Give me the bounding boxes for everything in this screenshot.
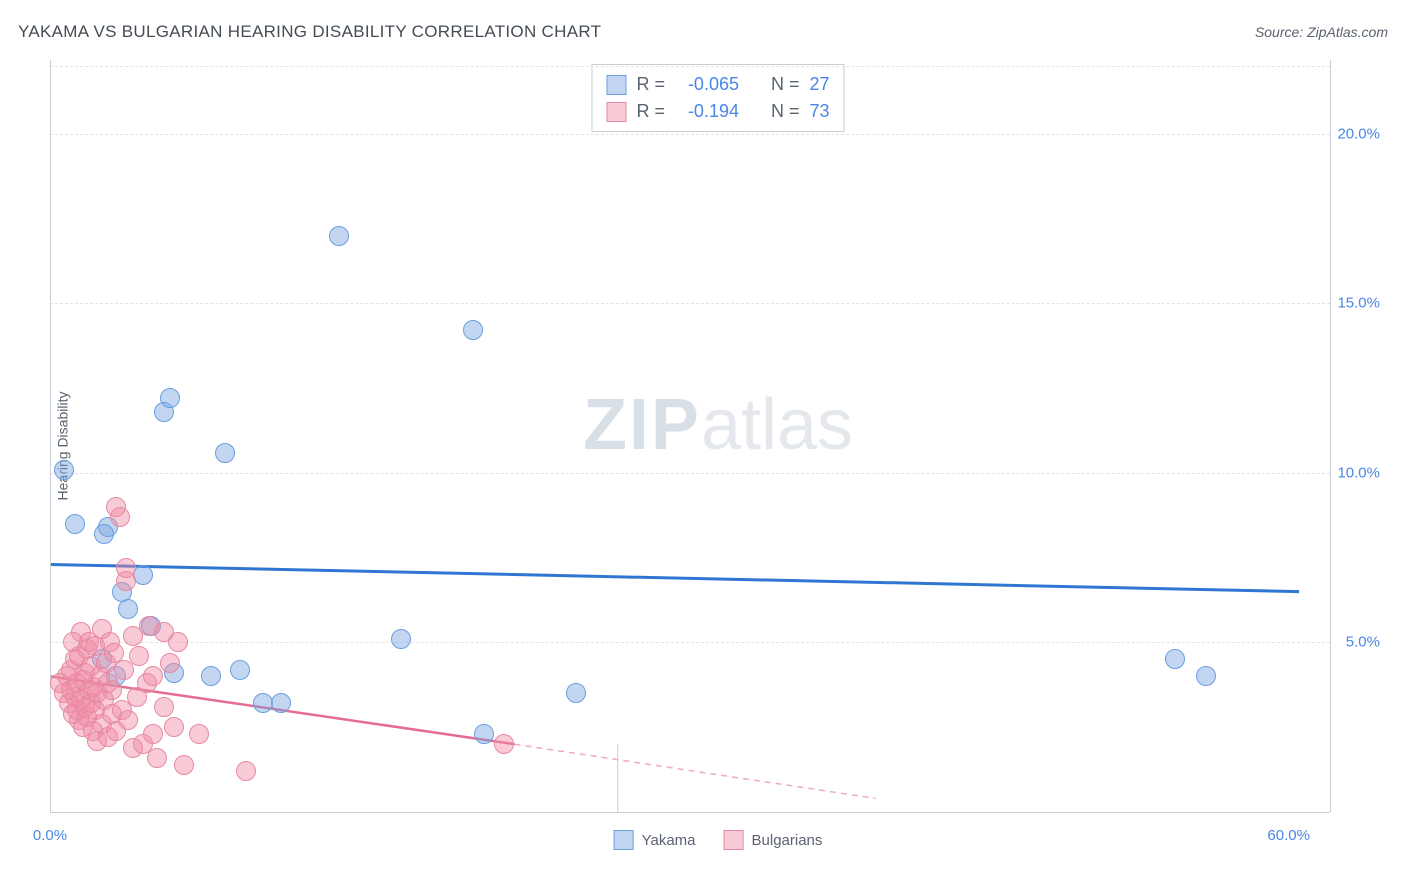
trend-line [50, 564, 1299, 591]
chart-title: YAKAMA VS BULGARIAN HEARING DISABILITY C… [18, 22, 601, 42]
data-point [230, 660, 250, 680]
svg-layer [50, 60, 1386, 820]
x-tick-label: 0.0% [33, 827, 67, 844]
data-point [271, 693, 291, 713]
data-point [236, 761, 256, 781]
data-point [566, 683, 586, 703]
legend-swatch [606, 75, 626, 95]
legend-swatch [606, 102, 626, 122]
data-point [160, 653, 180, 673]
data-point [129, 646, 149, 666]
data-point [102, 680, 122, 700]
plot-region: ZIPatlas R =-0.065N =27R =-0.194N =73 Ya… [50, 60, 1386, 820]
trend-line [515, 744, 876, 798]
data-point [463, 320, 483, 340]
data-point [110, 507, 130, 527]
data-point [160, 388, 180, 408]
data-point [174, 755, 194, 775]
bottom-legend-item: Yakama [614, 830, 696, 850]
data-point [54, 460, 74, 480]
data-point [474, 724, 494, 744]
header: YAKAMA VS BULGARIAN HEARING DISABILITY C… [18, 22, 1388, 42]
data-point [147, 748, 167, 768]
data-point [154, 697, 174, 717]
legend-label: Bulgarians [752, 832, 823, 849]
n-value: 27 [810, 71, 830, 98]
y-axis-line [50, 60, 51, 812]
data-point [116, 571, 136, 591]
y-tick-label: 10.0% [1337, 464, 1380, 481]
n-value: 73 [810, 98, 830, 125]
gridline-h [50, 66, 1330, 67]
x-axis-line [50, 812, 1330, 813]
data-point [329, 226, 349, 246]
data-point [1196, 666, 1216, 686]
chart-area: ZIPatlas R =-0.065N =27R =-0.194N =73 Ya… [50, 60, 1386, 820]
data-point [65, 514, 85, 534]
data-point [201, 666, 221, 686]
source-attribution: Source: ZipAtlas.com [1255, 24, 1388, 40]
y-tick-label: 20.0% [1337, 125, 1380, 142]
watermark: ZIPatlas [583, 384, 853, 466]
y-tick-label: 15.0% [1337, 295, 1380, 312]
r-label: R = [636, 98, 665, 125]
stats-legend: R = -0.065 N = 27 R = -0.194 N = 73 [591, 64, 844, 132]
n-label: N = [771, 71, 800, 98]
r-value: -0.065 [675, 71, 739, 98]
gridline-h [50, 642, 1330, 643]
y-tick-label: 5.0% [1346, 634, 1380, 651]
data-point [253, 693, 273, 713]
data-point [143, 724, 163, 744]
data-point [189, 724, 209, 744]
legend-swatch [614, 830, 634, 850]
data-point [391, 629, 411, 649]
stats-legend-row: R = -0.065 N = 27 [606, 71, 829, 98]
bottom-legend: Yakama Bulgarians [614, 830, 823, 850]
data-point [168, 632, 188, 652]
legend-swatch [724, 830, 744, 850]
x-tick-label: 60.0% [1267, 827, 1310, 844]
gridline-h [50, 134, 1330, 135]
bottom-legend-item: Bulgarians [724, 830, 823, 850]
legend-label: Yakama [642, 832, 696, 849]
data-point [143, 666, 163, 686]
data-point [164, 717, 184, 737]
gridline-h [50, 473, 1330, 474]
data-point [215, 443, 235, 463]
gridline-h [50, 303, 1330, 304]
n-label: N = [771, 98, 800, 125]
data-point [118, 710, 138, 730]
data-point [494, 734, 514, 754]
watermark-zip: ZIP [583, 385, 701, 465]
data-point [94, 524, 114, 544]
data-point [1165, 649, 1185, 669]
r-value: -0.194 [675, 98, 739, 125]
watermark-atlas: atlas [701, 385, 853, 465]
stats-legend-row: R = -0.194 N = 73 [606, 98, 829, 125]
r-label: R = [636, 71, 665, 98]
plot-right-border [1330, 60, 1331, 812]
